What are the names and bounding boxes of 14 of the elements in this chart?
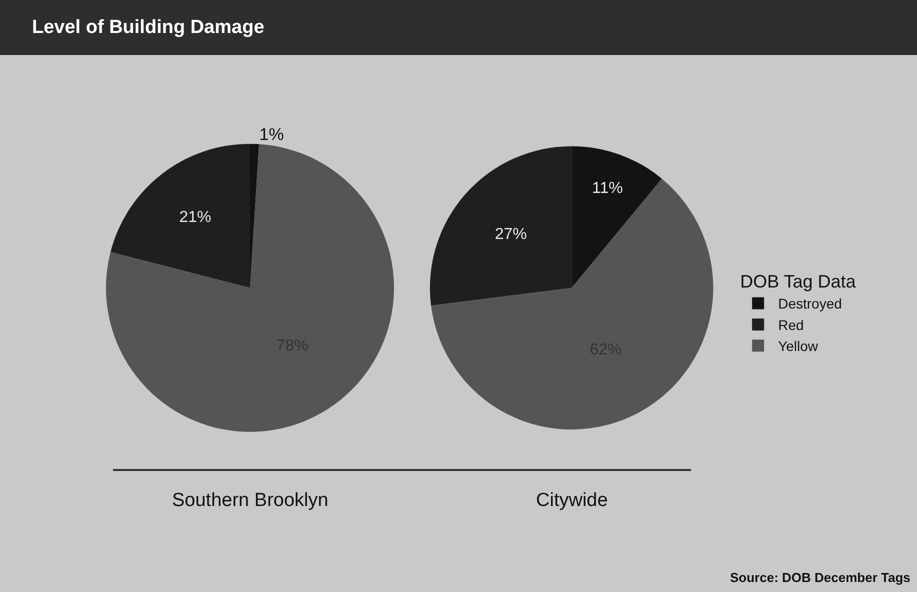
data-label: 1% [259, 124, 284, 144]
data-label: 11% [592, 180, 623, 197]
legend-label: Yellow [778, 338, 819, 354]
pie-slice [106, 144, 394, 432]
chart-title: Level of Building Damage [0, 0, 917, 55]
text: Citywide [536, 490, 608, 511]
legend-label: Destroyed [778, 296, 842, 312]
data-label: 21% [179, 208, 212, 226]
text: Southern Brooklyn [172, 490, 328, 511]
source-note: Source: DOB December Tags [730, 570, 910, 585]
data-label: 27% [494, 226, 527, 243]
legend-label: Red [778, 316, 804, 333]
legend-title: DOB Tag Data [740, 272, 857, 292]
pie-slice [431, 178, 714, 430]
